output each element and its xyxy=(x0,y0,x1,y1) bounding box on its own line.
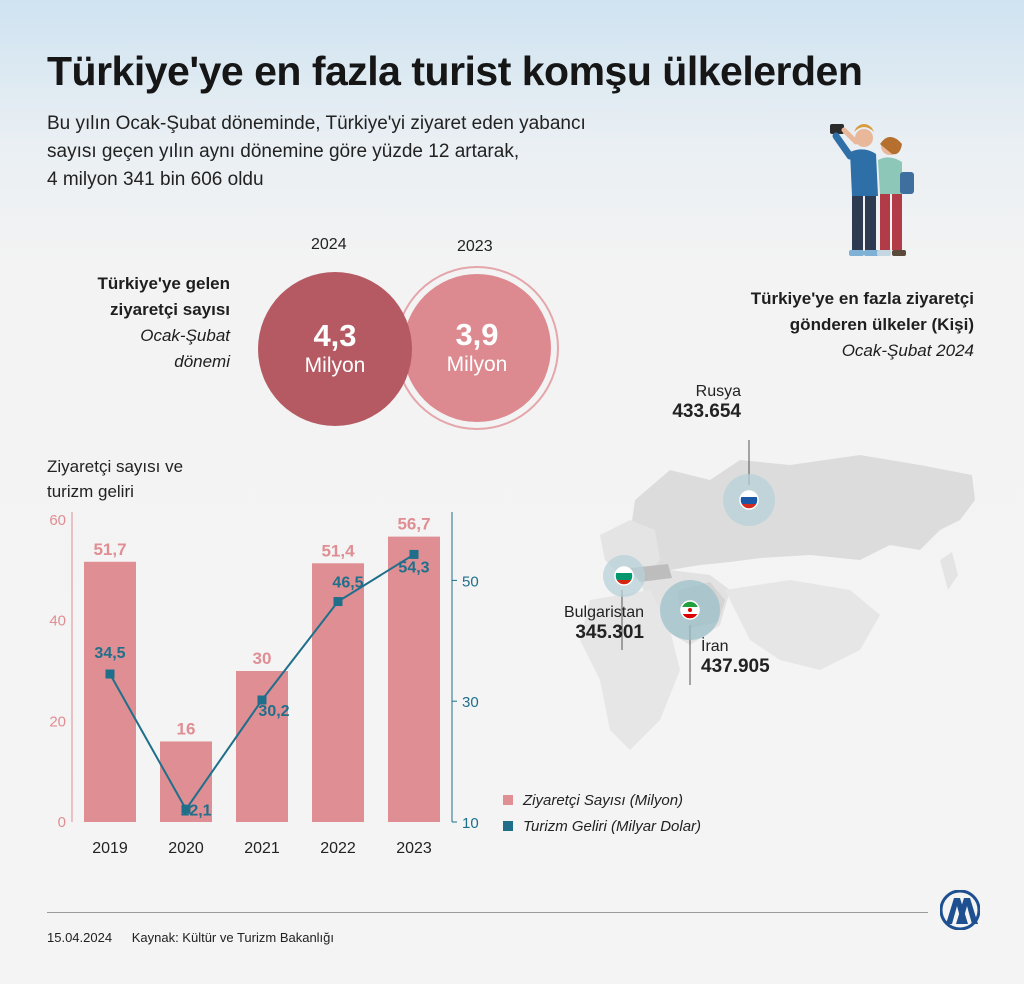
year-2024-label: 2024 xyxy=(311,236,347,253)
chart-title: Ziyaretçi sayısı ve turizm geliri xyxy=(47,454,183,504)
asia-south-shape xyxy=(725,580,880,670)
country-value: 433.654 xyxy=(672,401,741,422)
right-tick-label: 50 xyxy=(462,573,479,590)
map-title-line: gönderen ülkeler (Kişi) xyxy=(789,315,974,334)
country-russia: Rusya 433.654 xyxy=(672,383,741,423)
visitors-2024-value: 4,3 xyxy=(313,318,357,353)
visitor-label: Türkiye'ye gelen ziyaretçi sayısı Ocak-Ş… xyxy=(97,271,230,375)
legend-label-bar: Ziyaretçi Sayısı (Milyon) xyxy=(523,791,684,809)
bar-value-label: 51,7 xyxy=(93,540,126,559)
map-title-period: Ocak-Şubat 2024 xyxy=(841,341,974,360)
bar xyxy=(388,536,440,822)
year-2023-label: 2023 xyxy=(457,238,493,255)
bar xyxy=(312,563,364,822)
visitors-2024-circle: 4,3 Milyon xyxy=(258,272,412,426)
bar-value-label: 30 xyxy=(253,649,272,668)
footer: 15.04.2024 Kaynak: Kültür ve Turizm Baka… xyxy=(47,930,350,945)
visitor-label-period: dönemi xyxy=(174,352,230,371)
subtitle-line: sayısı geçen yılın aynı dönemine göre yü… xyxy=(47,141,520,162)
legend-swatch-bar xyxy=(503,795,513,805)
visitors-2024-unit: Milyon xyxy=(304,354,366,377)
subtitle-line: 4 milyon 341 bin 606 oldu xyxy=(47,169,264,190)
japan-shape xyxy=(940,552,958,590)
visitor-label-period: Ocak-Şubat xyxy=(140,326,230,345)
bulgaria-flag-icon xyxy=(614,566,634,586)
visitor-label-line: ziyaretçi sayısı xyxy=(109,300,230,319)
visitor-label-line: Türkiye'ye gelen xyxy=(97,274,230,293)
category-label: 2019 xyxy=(92,840,128,857)
eurasia-shape xyxy=(630,455,975,580)
russia-flag-icon xyxy=(739,490,759,510)
category-label: 2022 xyxy=(320,840,356,857)
revenue-point xyxy=(105,669,115,679)
visitors-2023-circle: 3,9 Milyon xyxy=(395,266,559,430)
category-label: 2020 xyxy=(168,840,204,857)
revenue-point xyxy=(257,695,267,705)
legend-item-bar: Ziyaretçi Sayısı (Milyon) xyxy=(503,787,701,813)
right-tick-label: 30 xyxy=(462,694,479,711)
subtitle-line: Bu yılın Ocak-Şubat döneminde, Türkiye'y… xyxy=(47,113,586,134)
right-tick-label: 10 xyxy=(462,815,479,832)
revenue-value-label: 46,5 xyxy=(332,575,363,592)
legend-item-line: Turizm Geliri (Milyar Dolar) xyxy=(503,813,701,839)
revenue-point xyxy=(181,804,191,814)
page-subtitle: Bu yılın Ocak-Şubat döneminde, Türkiye'y… xyxy=(47,110,747,194)
visitors-2023-unit: Milyon xyxy=(446,353,508,376)
revenue-value-label: 54,3 xyxy=(398,559,429,576)
legend-label-line: Turizm Geliri (Milyar Dolar) xyxy=(523,817,702,835)
aa-logo-icon xyxy=(940,890,980,930)
visitors-2023-fill: 3,9 Milyon xyxy=(403,274,551,422)
revenue-point xyxy=(333,597,343,607)
bar-value-label: 51,4 xyxy=(321,541,355,560)
revenue-value-label: 30,2 xyxy=(258,703,289,720)
category-label: 2023 xyxy=(396,840,432,857)
map-title-line: Türkiye'ye en fazla ziyaretçi xyxy=(750,289,974,308)
iran-flag-icon xyxy=(680,600,700,620)
bar-value-label: 16 xyxy=(177,719,196,738)
country-iran: İran 437.905 xyxy=(701,638,770,678)
visitors-2023-value: 3,9 xyxy=(455,317,499,352)
revenue-value-label: 12,1 xyxy=(180,802,211,819)
page-title: Türkiye'ye en fazla turist komşu ülkeler… xyxy=(47,48,863,94)
left-tick-label: 20 xyxy=(49,713,66,730)
country-bulgaria: Bulgaristan 345.301 xyxy=(564,604,644,644)
country-value: 345.301 xyxy=(575,622,644,643)
chart-title-line: turizm geliri xyxy=(47,482,134,501)
bar xyxy=(84,561,136,822)
bar xyxy=(236,671,288,822)
chart-title-line: Ziyaretçi sayısı ve xyxy=(47,457,184,476)
footer-divider xyxy=(47,912,928,913)
country-name: Bulgaristan xyxy=(563,604,644,621)
revenue-value-label: 34,5 xyxy=(94,645,125,662)
footer-date: 15.04.2024 xyxy=(47,930,113,945)
left-tick-label: 60 xyxy=(49,512,66,529)
tourists-illustration xyxy=(830,124,914,256)
bar-value-label: 56,7 xyxy=(397,515,430,534)
africa-shape xyxy=(580,590,680,750)
country-name: Rusya xyxy=(695,383,741,400)
left-tick-label: 0 xyxy=(58,814,66,831)
left-tick-label: 40 xyxy=(49,613,66,630)
legend-swatch-line xyxy=(503,821,513,831)
country-value: 437.905 xyxy=(701,656,770,677)
chart-legend: Ziyaretçi Sayısı (Milyon) Turizm Geliri … xyxy=(503,787,701,839)
category-label: 2021 xyxy=(244,840,280,857)
world-map xyxy=(580,440,975,750)
revenue-point xyxy=(409,549,419,559)
footer-source: Kaynak: Kültür ve Turizm Bakanlığı xyxy=(131,930,335,945)
country-name: İran xyxy=(701,638,729,655)
map-title: Türkiye'ye en fazla ziyaretçi gönderen ü… xyxy=(751,286,974,364)
